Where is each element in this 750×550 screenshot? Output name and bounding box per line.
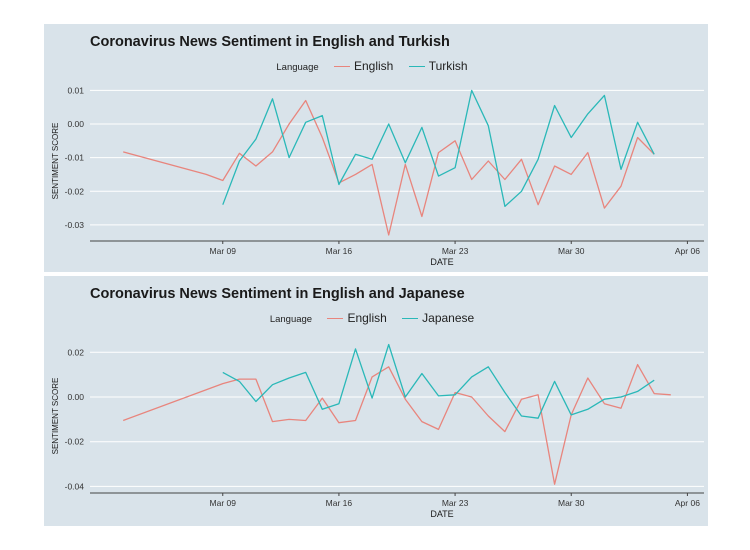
x-axis-title: DATE [430, 509, 453, 519]
legend-swatch-english [334, 66, 350, 68]
y-tick-label: 0.00 [67, 119, 84, 129]
y-axis-title: SENTIMENT SCORE [51, 123, 60, 200]
chart-panel-turkish: Coronavirus News Sentiment in English an… [44, 24, 708, 272]
legend-title: Language [269, 314, 313, 325]
legend: Language English Turkish [44, 59, 708, 73]
chart-title: Coronavirus News Sentiment in English an… [90, 286, 465, 302]
y-tick-label: -0.02 [65, 437, 85, 447]
chart-title: Coronavirus News Sentiment in English an… [90, 34, 450, 50]
x-axis-title: DATE [430, 257, 453, 267]
x-tick-label: Mar 23 [442, 246, 469, 256]
plot-area: 0.01 0.00 -0.01 -0.02 -0.03 Mar 09 Mar 16 Mar 2… [51, 85, 704, 267]
y-tick-label: -0.01 [65, 153, 85, 163]
x-tick-label: Mar 16 [326, 498, 353, 508]
legend-label-japanese: Japanese [422, 311, 475, 325]
legend-label-english: English [347, 311, 387, 325]
legend-title: Language [276, 62, 319, 73]
legend: Language English Japanese [44, 311, 708, 325]
x-tick-label: Mar 30 [558, 498, 585, 508]
y-tick-label: -0.04 [65, 481, 85, 491]
x-tick-label: Apr 06 [675, 246, 700, 256]
y-tick-label: 0.00 [67, 392, 84, 402]
legend-label-english: English [354, 59, 394, 73]
x-tick-label: Mar 16 [326, 246, 353, 256]
y-tick-label: 0.02 [67, 347, 84, 357]
legend-swatch-english [327, 318, 344, 320]
y-tick-label: -0.03 [65, 220, 85, 230]
series-line-japanese [222, 343, 655, 419]
x-tick-label: Mar 09 [210, 246, 237, 256]
y-axis-title: SENTIMENT SCORE [51, 378, 60, 455]
chart-panel-japanese: Coronavirus News Sentiment in English an… [44, 276, 708, 526]
legend-swatch-japanese [402, 318, 419, 320]
series-line-english [122, 363, 671, 485]
x-tick-label: Mar 23 [442, 498, 469, 508]
y-tick-label: -0.02 [65, 186, 85, 196]
legend-swatch-turkish [408, 66, 425, 68]
x-tick-label: Mar 09 [210, 498, 237, 508]
series-line-turkish [222, 89, 655, 208]
plot-area: 0.02 0.00 -0.02 -0.04 Mar 09 Mar 16 Mar 23 Mar … [51, 343, 704, 519]
x-tick-label: Mar 30 [558, 246, 585, 256]
series-line-english [123, 99, 655, 236]
x-tick-label: Apr 06 [675, 498, 700, 508]
y-tick-label: 0.01 [67, 85, 84, 95]
legend-label-turkish: Turkish [428, 59, 468, 73]
